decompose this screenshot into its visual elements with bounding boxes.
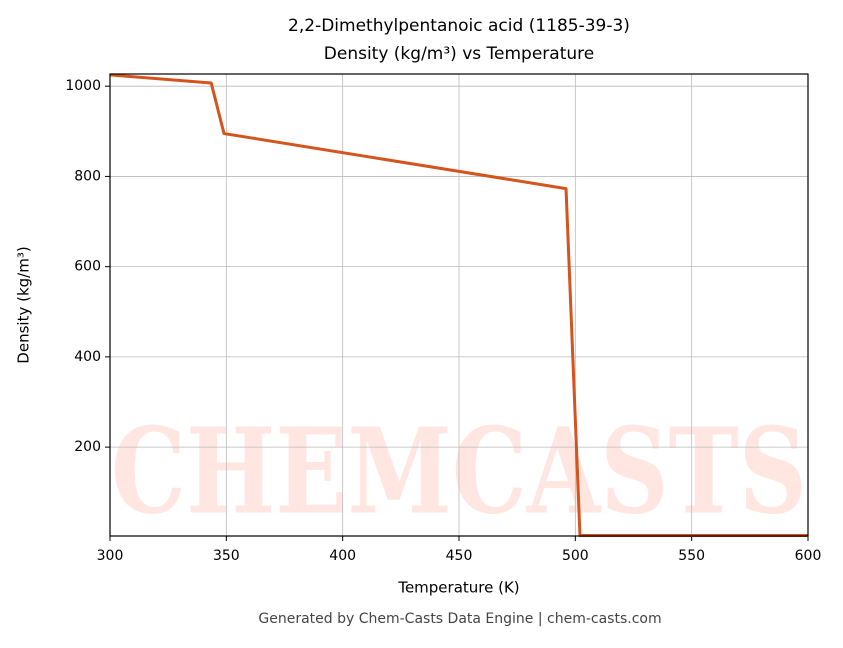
y-tick-label: 800 [74, 168, 101, 184]
x-axis-label: Temperature (K) [397, 579, 519, 597]
y-axis-label: Density (kg/m³) [15, 246, 33, 363]
x-tick-label: 350 [213, 548, 240, 564]
x-tick-label: 400 [329, 548, 356, 564]
y-tick-label: 1000 [65, 78, 101, 94]
chart-subtitle: Density (kg/m³) vs Temperature [324, 44, 594, 64]
chart-title: 2,2-Dimethylpentanoic acid (1185-39-3) [288, 16, 630, 36]
y-tick-label: 200 [74, 439, 101, 455]
y-tick-label: 600 [74, 259, 101, 275]
footer: Generated by Chem-Casts Data Engine | ch… [258, 611, 661, 627]
x-tick-label: 300 [97, 548, 124, 564]
x-tick-label: 500 [562, 548, 589, 564]
plot-frame [109, 73, 809, 537]
x-tick-label: 450 [446, 548, 473, 564]
x-tick-label: 600 [795, 548, 822, 564]
y-tick-label: 400 [74, 349, 101, 365]
x-tick-label: 550 [678, 548, 705, 564]
